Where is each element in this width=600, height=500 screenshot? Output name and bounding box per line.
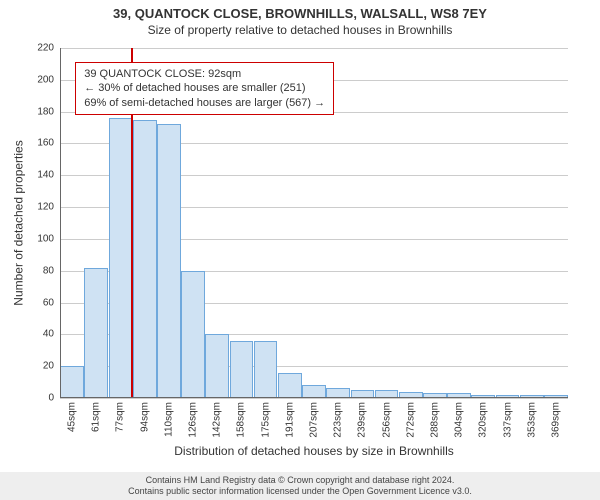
- x-axis-label: Distribution of detached houses by size …: [60, 444, 568, 458]
- xtick-label: 353sqm: [526, 398, 537, 438]
- page-title: 39, QUANTOCK CLOSE, BROWNHILLS, WALSALL,…: [0, 0, 600, 21]
- bar: [254, 341, 278, 398]
- bar: [133, 120, 157, 398]
- annotation-line: ← 30% of detached houses are smaller (25…: [84, 81, 325, 95]
- bar: [84, 268, 108, 398]
- ytick-label: 140: [37, 170, 60, 181]
- ytick-label: 80: [43, 265, 60, 276]
- annotation-box: 39 QUANTOCK CLOSE: 92sqm← 30% of detache…: [75, 62, 334, 115]
- xtick-label: 110sqm: [163, 398, 174, 437]
- x-axis-line: [60, 397, 568, 398]
- ytick-label: 180: [37, 106, 60, 117]
- bar: [205, 334, 229, 398]
- ytick-label: 220: [37, 43, 60, 54]
- ytick-label: 120: [37, 202, 60, 213]
- xtick-label: 223sqm: [333, 398, 344, 438]
- xtick-label: 369sqm: [550, 398, 561, 438]
- footer: Contains HM Land Registry data © Crown c…: [0, 472, 600, 500]
- xtick-label: 45sqm: [67, 398, 78, 432]
- gridline: [60, 48, 568, 49]
- y-axis-line: [60, 48, 61, 398]
- xtick-label: 288sqm: [429, 398, 440, 438]
- xtick-label: 191sqm: [284, 398, 295, 438]
- bar: [60, 366, 84, 398]
- xtick-label: 126sqm: [188, 398, 199, 438]
- ytick-label: 100: [37, 233, 60, 244]
- xtick-label: 239sqm: [357, 398, 368, 438]
- xtick-label: 94sqm: [139, 398, 150, 432]
- chart-plot-area: 02040608010012014016018020022045sqm61sqm…: [60, 48, 568, 398]
- ytick-label: 0: [48, 393, 60, 404]
- xtick-label: 272sqm: [405, 398, 416, 438]
- y-axis-label: Number of detached properties: [10, 48, 28, 398]
- bar: [181, 271, 205, 398]
- ytick-label: 20: [43, 361, 60, 372]
- xtick-label: 337sqm: [502, 398, 513, 438]
- footer-text-1: Contains HM Land Registry data © Crown c…: [0, 475, 600, 486]
- xtick-label: 158sqm: [236, 398, 247, 438]
- xtick-label: 77sqm: [115, 398, 126, 432]
- annotation-line: 39 QUANTOCK CLOSE: 92sqm: [84, 67, 325, 81]
- ytick-label: 60: [43, 297, 60, 308]
- bar: [230, 341, 254, 398]
- ytick-label: 40: [43, 329, 60, 340]
- ytick-label: 200: [37, 74, 60, 85]
- bar: [157, 124, 181, 398]
- xtick-label: 207sqm: [309, 398, 320, 438]
- footer-text-2: Contains public sector information licen…: [0, 486, 600, 497]
- xtick-label: 142sqm: [212, 398, 223, 438]
- bar: [278, 373, 302, 398]
- xtick-label: 61sqm: [91, 398, 102, 432]
- xtick-label: 256sqm: [381, 398, 392, 438]
- page-subtitle: Size of property relative to detached ho…: [0, 21, 600, 41]
- xtick-label: 175sqm: [260, 398, 271, 438]
- xtick-label: 320sqm: [478, 398, 489, 438]
- bar: [109, 118, 133, 398]
- xtick-label: 304sqm: [454, 398, 465, 438]
- annotation-line: 69% of semi-detached houses are larger (…: [84, 96, 325, 110]
- ytick-label: 160: [37, 138, 60, 149]
